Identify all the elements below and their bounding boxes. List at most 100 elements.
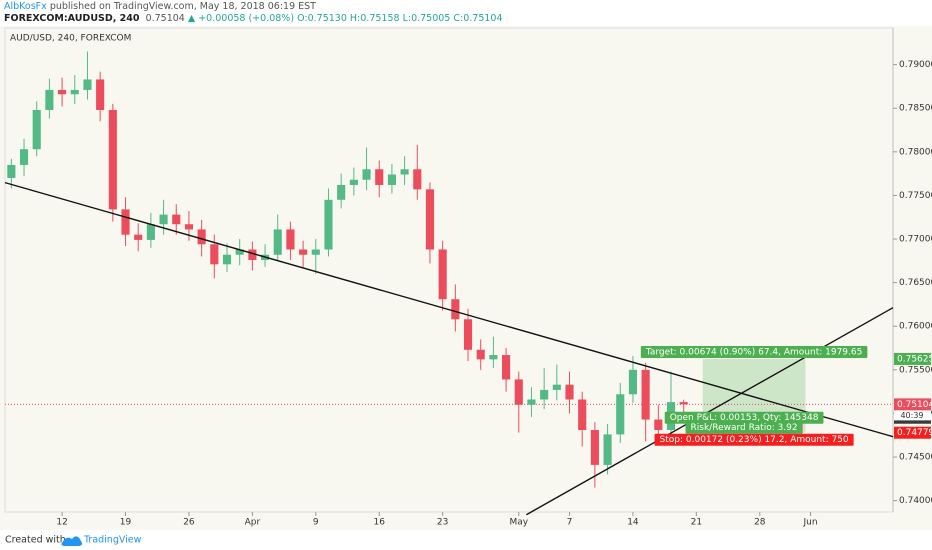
stop-label: Stop: 0.00172 (0.23%) 17.2, Amount: 750 <box>660 435 849 445</box>
candle-body <box>311 249 320 255</box>
x-tick-label: 19 <box>120 518 132 528</box>
candle-body <box>337 184 346 200</box>
candle-body <box>197 229 206 245</box>
candle-body <box>375 169 384 185</box>
x-tick-label: 14 <box>627 518 639 528</box>
x-tick-label: 9 <box>313 518 319 528</box>
chart-background <box>0 26 932 530</box>
candle-body <box>172 214 181 225</box>
loss-zone <box>702 417 806 433</box>
candle-body <box>184 224 194 230</box>
x-tick-label: 7 <box>567 518 573 528</box>
candle-body <box>502 355 511 380</box>
candle-body <box>96 79 105 110</box>
candle-body <box>603 434 612 465</box>
pnl-label: Open P&L: 0.00153, Qty: 145348 <box>670 413 819 423</box>
candle-body <box>45 89 54 110</box>
candle-body <box>590 430 599 465</box>
candle-body <box>565 384 574 400</box>
published: published on TradingView.com, May 18, 20… <box>49 1 316 12</box>
candle-body <box>527 399 536 405</box>
last-price-badge-label: 0.75104 <box>897 400 932 410</box>
candle-body <box>32 109 41 150</box>
ohlc-low: L:0.75005 <box>402 13 451 24</box>
candle-body <box>121 209 130 235</box>
x-tick-label: May <box>509 518 528 528</box>
candle-body <box>299 249 308 255</box>
candle-body <box>159 214 168 225</box>
x-tick-label: 12 <box>56 518 67 528</box>
ratio-label: Risk/Reward Ratio: 3.92 <box>691 423 798 433</box>
candle-body <box>616 394 625 435</box>
ratio-label-box <box>685 421 803 434</box>
profit-zone <box>702 358 806 418</box>
header: AlbKosFx published on TradingView.com, M… <box>4 1 503 25</box>
chart-title: AUD/USD, 240, FOREXCOM <box>10 34 131 44</box>
candle-body <box>362 169 371 180</box>
footer-created: Created with <box>5 535 66 546</box>
last-price-badge <box>894 398 931 411</box>
price-badge <box>894 426 931 439</box>
candle-body <box>438 249 447 300</box>
price-badge <box>894 352 931 365</box>
ohlc-high: H:0.75158 <box>349 13 400 24</box>
candle-body <box>7 164 16 178</box>
candle-body <box>273 229 282 255</box>
candle-body <box>19 149 29 165</box>
price-badge-label: 0.74951 <box>897 413 932 423</box>
x-tick-label: 16 <box>374 518 386 528</box>
countdown-box <box>894 410 931 421</box>
candle-body <box>451 299 460 320</box>
candle-body <box>476 349 485 360</box>
countdown: 40:39 <box>900 411 923 420</box>
x-tick-label: 26 <box>183 518 195 528</box>
candle-body <box>413 169 422 190</box>
x-tick-label: Apr <box>245 518 261 528</box>
footer-brand[interactable]: TradingView <box>83 535 142 546</box>
candle-body <box>387 174 396 185</box>
price-badge-label: 0.75625 <box>897 354 932 364</box>
candle-body <box>628 369 638 395</box>
trendline <box>4 181 894 438</box>
candle-body <box>260 254 270 260</box>
x-tick-label: Jun <box>803 518 818 528</box>
candle-body <box>235 249 244 255</box>
candle-body <box>222 254 232 265</box>
x-tick-label: 28 <box>754 518 766 528</box>
candle-body <box>489 355 498 360</box>
candle-body <box>324 199 333 250</box>
x-tick-label: 21 <box>691 518 702 528</box>
x-tick-label: 23 <box>437 518 448 528</box>
candle-body <box>463 319 473 350</box>
author[interactable]: AlbKosFx <box>4 1 47 12</box>
candle-body <box>108 109 117 210</box>
candle-body <box>210 244 219 265</box>
candle-body <box>70 89 79 95</box>
change: ▲ +0.00058 (+0.08%) <box>187 13 295 24</box>
candle-body <box>400 169 409 175</box>
brand-logo <box>61 536 83 546</box>
candle-body <box>641 369 650 420</box>
symbol-line: FOREXCOM:AUDUSD, 240 0.75104 ▲ +0.00058 … <box>4 13 503 25</box>
candle-body <box>578 399 587 431</box>
candle-body <box>349 179 358 185</box>
candle-body <box>514 379 523 405</box>
price-badge-label: 0.74779 <box>897 428 932 438</box>
stop-label-box <box>654 433 854 446</box>
publish-line: AlbKosFx published on TradingView.com, M… <box>4 1 503 13</box>
y-tick-label: 0.79000 <box>899 60 932 70</box>
candle-body <box>58 89 67 95</box>
candle-body <box>540 389 549 400</box>
ohlc-open: O:0.75130 <box>297 13 347 24</box>
target-label: Target: 0.00674 (0.90%) 67.4, Amount: 19… <box>645 347 863 357</box>
